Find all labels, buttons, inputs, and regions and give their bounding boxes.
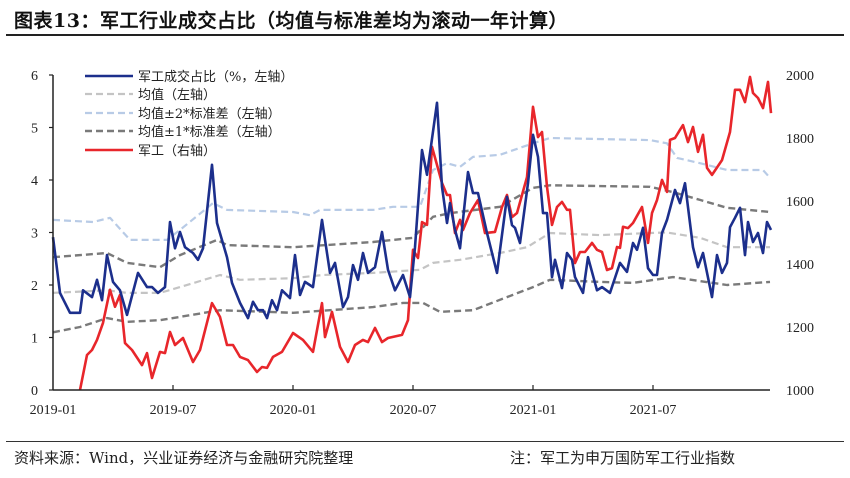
legend: 军工成交占比（%，左轴） 均值（左轴） 均值±2*标准差（左轴） 均值±1*标准…	[85, 69, 293, 159]
footnote: 注：军工为申万国防军工行业指数	[510, 449, 736, 467]
x-tick-label: 2020-07	[390, 403, 437, 418]
axes: 0 1 2 3 4 5 6 1000 1200 1400 1600 1800 2000 2019-01 20…	[30, 69, 814, 418]
series-line-std1-3	[52, 184, 771, 269]
y-right-tick-label: 1600	[786, 195, 814, 210]
title-divider	[6, 34, 844, 36]
legend-item-std2: 均值±2*标准差（左轴）	[85, 106, 281, 122]
x-tick-label: 2019-07	[150, 403, 197, 418]
y-right-tick-label: 1000	[786, 384, 814, 399]
x-tick-label: 2019-01	[30, 403, 77, 418]
y-right-tick-label: 1200	[786, 321, 814, 336]
legend-label-index: 军工（右轴）	[138, 144, 216, 159]
legend-label-std2: 均值±2*标准差（左轴）	[138, 106, 281, 122]
series-line-index-5	[78, 75, 773, 391]
y-left-tick-label: 3	[31, 227, 38, 242]
legend-label-mean: 均值（左轴）	[138, 87, 216, 103]
y-right-tick-label: 2000	[786, 69, 814, 84]
y-right-tick-label: 1400	[786, 258, 814, 273]
legend-item-index: 军工（右轴）	[85, 144, 216, 159]
series-line-mean-1	[52, 231, 770, 294]
y-left-tick-label: 4	[31, 174, 38, 189]
x-tick-label: 2021-07	[630, 403, 677, 418]
x-tick-label: 2021-01	[510, 403, 557, 418]
legend-item-mean: 均值（左轴）	[85, 87, 216, 103]
legend-item-std1: 均值±1*标准差（左轴）	[85, 124, 281, 140]
y-left-tick-label: 5	[31, 122, 38, 137]
series-layer	[51, 75, 773, 391]
footer-divider	[6, 441, 844, 442]
y-left-tick-label: 1	[31, 332, 38, 347]
source-note: 资料来源：Wind，兴业证券经济与金融研究院整理	[14, 449, 354, 467]
y-left-tick-label: 0	[31, 384, 38, 399]
legend-label-std1: 均值±1*标准差（左轴）	[138, 124, 281, 140]
series-line-share-0	[51, 101, 773, 320]
y-right-tick-label: 1800	[786, 132, 814, 147]
legend-label-share: 军工成交占比（%，左轴）	[138, 69, 293, 85]
figure-title: 图表13：军工行业成交占比（均值与标准差均为滚动一年计算）	[14, 10, 568, 32]
x-tick-label: 2020-01	[270, 403, 317, 418]
y-left-tick-label: 6	[31, 69, 38, 84]
legend-item-share: 军工成交占比（%，左轴）	[85, 69, 293, 85]
y-left-tick-label: 2	[31, 279, 38, 294]
